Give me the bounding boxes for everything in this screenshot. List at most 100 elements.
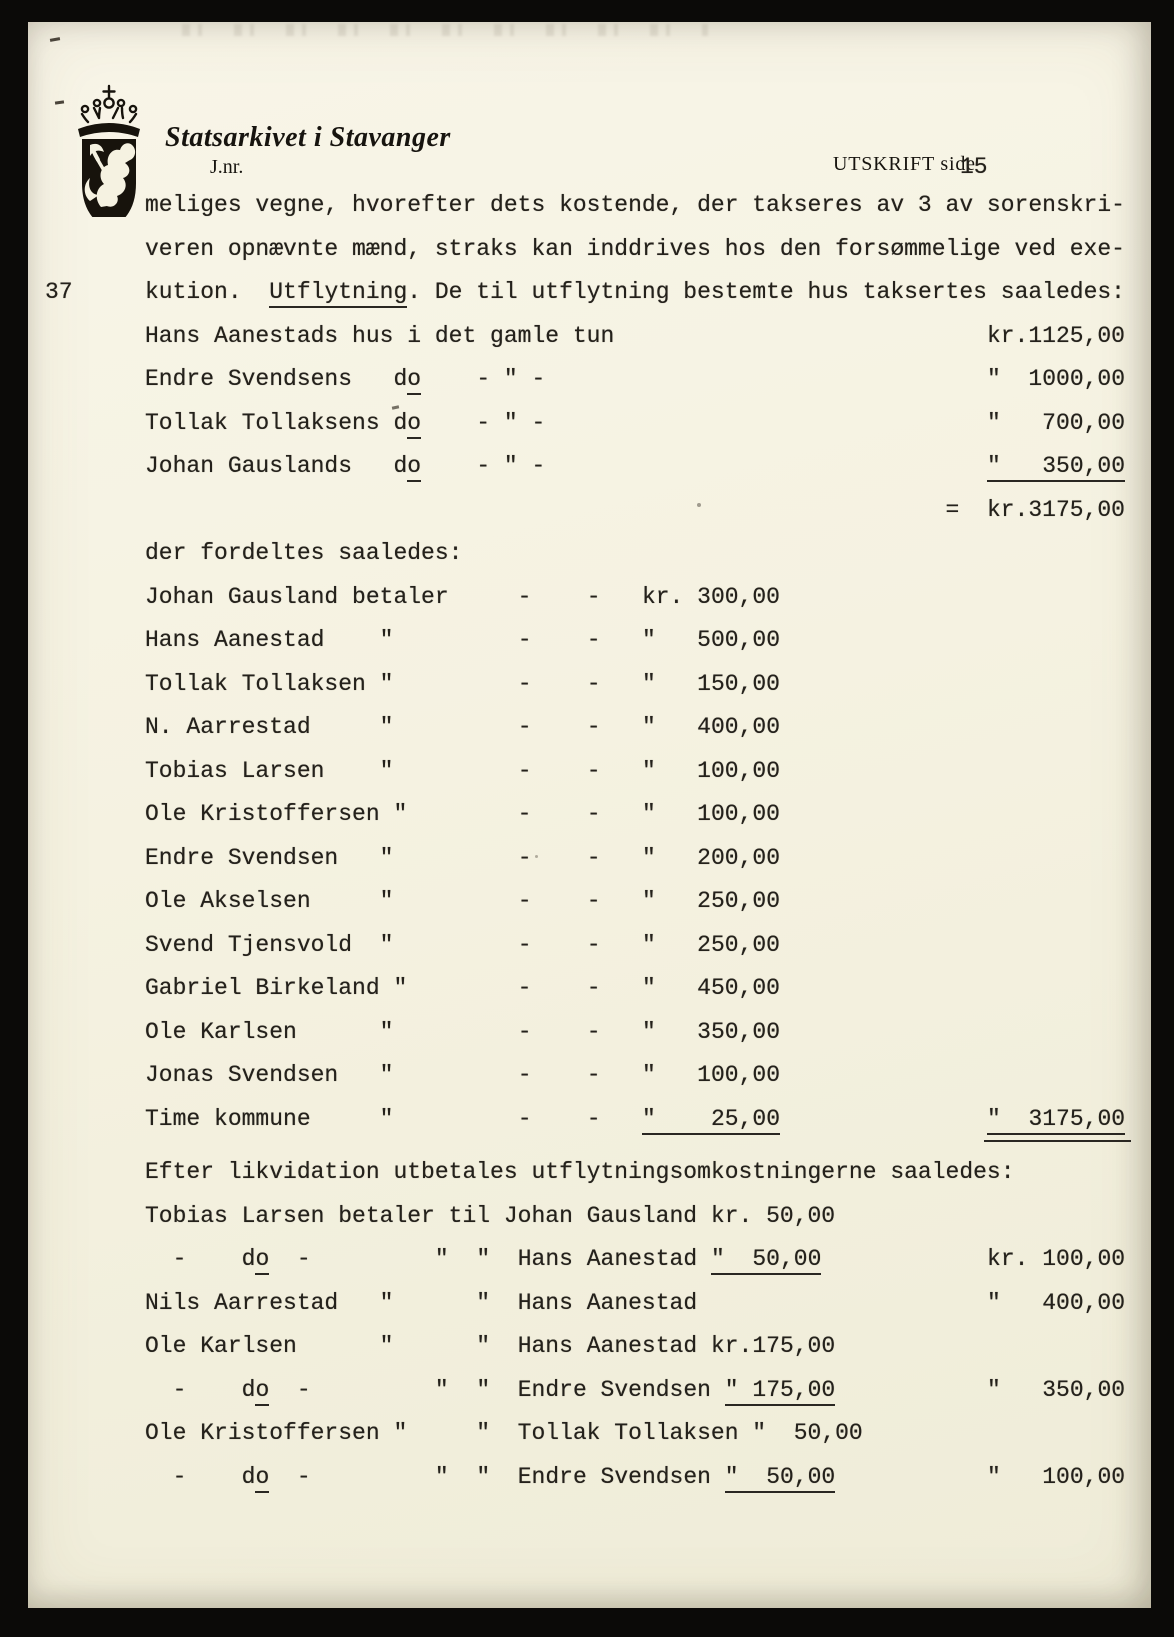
typed-text bbox=[297, 1333, 380, 1359]
typed-text bbox=[532, 1019, 587, 1045]
typed-text: Gabriel Birkeland " bbox=[145, 975, 408, 1001]
typed-text: der fordeltes saaledes: bbox=[145, 540, 463, 566]
typed-text bbox=[601, 845, 642, 871]
typed-text bbox=[532, 714, 587, 740]
typed-text bbox=[421, 366, 476, 392]
typed-line: - do - " " Endre Svendsen " 50,00 " 100,… bbox=[145, 1456, 1149, 1500]
typed-text: - bbox=[172, 1463, 187, 1490]
typed-text: Hans Aanestad bbox=[145, 627, 325, 653]
typed-line: Ole Kristoffersen " - - " 100,00 bbox=[145, 793, 1149, 837]
typed-text: Ole Karlsen bbox=[145, 1333, 297, 1359]
underlined-text: o bbox=[255, 1376, 270, 1406]
typed-text: Tobias Larsen betaler til Johan Gausland… bbox=[145, 1202, 836, 1229]
typed-line: meliges vegne, hvorefter dets kostende, … bbox=[145, 184, 1149, 228]
typed-text bbox=[835, 1377, 987, 1403]
underlined-text: o bbox=[407, 453, 422, 482]
double-underlined-total: " 3175,00 bbox=[987, 1105, 1126, 1135]
typed-text: - bbox=[296, 1463, 311, 1490]
typed-text bbox=[532, 845, 587, 871]
typed-text bbox=[601, 671, 642, 697]
typed-text bbox=[421, 410, 476, 436]
typed-text: N. Aarrestad bbox=[145, 714, 311, 740]
typed-text bbox=[269, 1377, 297, 1403]
typed-text bbox=[393, 932, 517, 958]
typed-text bbox=[601, 758, 642, 784]
typed-text bbox=[601, 584, 642, 610]
typed-text: - bbox=[586, 1105, 601, 1132]
typed-line: Ole Karlsen " " Hans Aanestad kr.175,00 bbox=[145, 1325, 1149, 1369]
typed-line: Tollak Tollaksen " - - " 150,00 bbox=[145, 663, 1149, 707]
typed-text bbox=[393, 714, 517, 740]
typed-text: Ole Akselsen bbox=[145, 888, 311, 914]
typed-text bbox=[601, 714, 642, 740]
typed-line: Johan Gauslands do - " - " 350,00 bbox=[145, 445, 1149, 489]
typed-text bbox=[532, 758, 587, 784]
typed-line: Hans Aanestads hus i det gamle tun kr.11… bbox=[145, 315, 1149, 359]
typed-text bbox=[352, 366, 393, 392]
typed-text bbox=[532, 627, 587, 653]
typed-text: meliges vegne, hvorefter dets kostende, … bbox=[145, 192, 1125, 218]
typed-text: Hans Aanestads hus i det gamle tun bbox=[145, 322, 615, 349]
typed-text: d bbox=[241, 1463, 256, 1490]
typed-text: - bbox=[586, 627, 601, 653]
typed-line: Time kommune " - - " 25,00 " 3175,00 bbox=[145, 1098, 1149, 1142]
typed-text bbox=[269, 1464, 297, 1490]
typed-text: " " Endre Svendsen bbox=[434, 1376, 725, 1403]
typed-text: d bbox=[241, 1246, 256, 1272]
typed-text: " Hans Aanestad kr.175,00 bbox=[476, 1333, 836, 1359]
typed-text: " 350,00 bbox=[641, 1018, 780, 1045]
typed-line: veren opnævnte mænd, straks kan inddrive… bbox=[145, 228, 1149, 272]
typed-text: - bbox=[517, 1105, 532, 1132]
typed-text: " Tollak Tollaksen " 50,00 bbox=[476, 1420, 863, 1446]
typed-text bbox=[821, 1246, 987, 1272]
typed-text: " bbox=[379, 1105, 394, 1132]
typed-line: Gabriel Birkeland " - - " 450,00 bbox=[145, 967, 1149, 1011]
typed-text: " 200,00 bbox=[641, 844, 780, 871]
typed-text: - bbox=[586, 1062, 601, 1088]
underlined-text: o bbox=[255, 1246, 270, 1275]
typed-text bbox=[186, 1464, 241, 1490]
typed-text bbox=[145, 1464, 173, 1490]
typed-text: Ole Karlsen bbox=[145, 1018, 297, 1045]
typed-text bbox=[601, 1019, 642, 1045]
typed-text bbox=[614, 323, 987, 349]
typed-text: Johan Gauslands bbox=[145, 453, 353, 479]
typed-text bbox=[311, 1377, 435, 1403]
typed-text bbox=[601, 975, 642, 1001]
typed-text bbox=[407, 975, 517, 1001]
typed-text: " bbox=[379, 1062, 394, 1088]
underlined-text: Utflytning bbox=[269, 279, 408, 308]
coat-of-arms-icon bbox=[78, 84, 140, 217]
doc-type-label: UTSKRIFT side bbox=[833, 153, 976, 175]
typed-line: Efter likvidation utbetales utflytningso… bbox=[145, 1151, 1149, 1195]
typed-text bbox=[601, 1106, 642, 1132]
typed-text: - bbox=[517, 714, 532, 740]
typed-text: - bbox=[586, 757, 601, 784]
typed-line: Hans Aanestad " - - " 500,00 bbox=[145, 619, 1149, 663]
typed-text bbox=[532, 888, 587, 914]
paper-speck bbox=[49, 37, 61, 42]
typed-text: " 150,00 bbox=[641, 670, 780, 697]
typed-text bbox=[393, 845, 517, 871]
typed-text bbox=[186, 1377, 241, 1403]
typed-text: " 250,00 bbox=[641, 931, 780, 958]
archive-name: Statsarkivet i Stavanger bbox=[165, 122, 451, 153]
typed-text bbox=[311, 888, 380, 914]
typed-text: veren opnævnte mænd, straks kan inddrive… bbox=[145, 235, 1125, 262]
section-distribution: der fordeltes saaledes: Johan Gausland be… bbox=[145, 532, 1149, 1141]
typed-line: Nils Aarrestad " " Hans Aanestad " 400,0… bbox=[145, 1282, 1149, 1326]
typed-text bbox=[145, 1377, 173, 1403]
typed-text: " " Endre Svendsen bbox=[434, 1463, 725, 1490]
typed-text: = kr.3175,00 bbox=[945, 496, 1125, 523]
typed-text: Efter likvidation utbetales utflytningso… bbox=[145, 1159, 1015, 1185]
typed-text: " bbox=[379, 888, 394, 914]
typed-text bbox=[601, 1062, 642, 1088]
paper-speck bbox=[535, 855, 538, 858]
typed-line: Svend Tjensvold " - - " 250,00 bbox=[145, 924, 1149, 968]
typed-text bbox=[311, 1464, 435, 1490]
typed-text: " bbox=[379, 1333, 394, 1359]
paper-sheet: Statsarkivet i Stavanger J.nr. UTSKRIFT … bbox=[28, 22, 1151, 1608]
underlined-text: o bbox=[407, 366, 422, 395]
typed-text bbox=[531, 801, 586, 827]
typed-text: - bbox=[586, 975, 601, 1001]
